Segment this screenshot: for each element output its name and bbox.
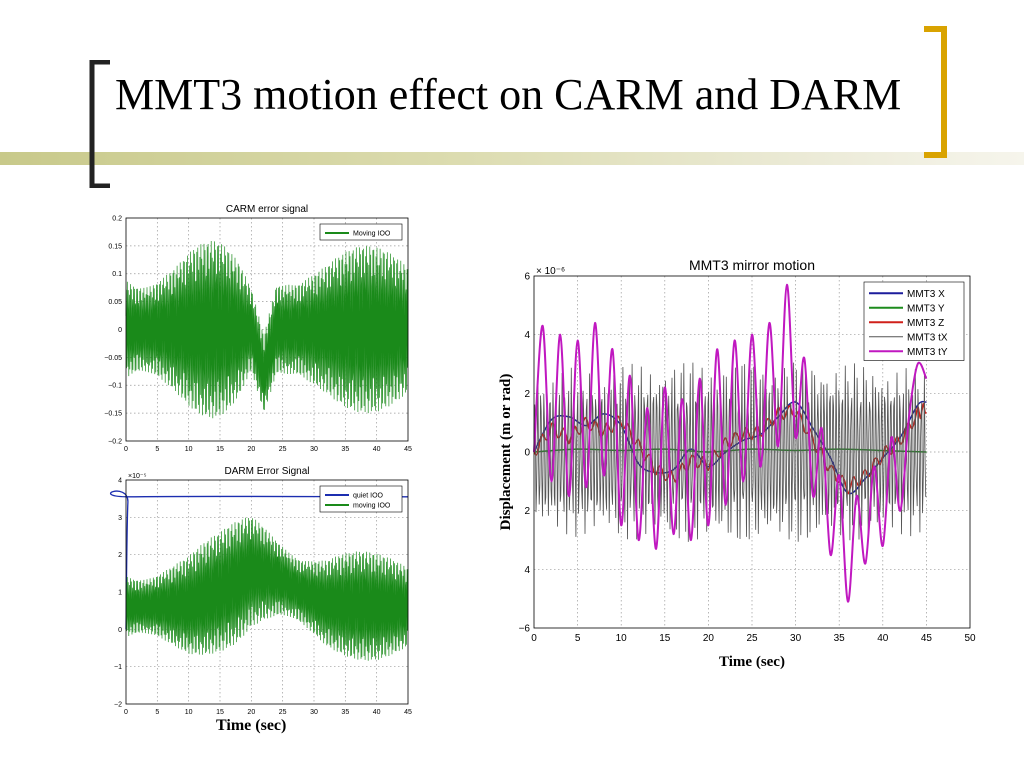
legend: MMT3 X MMT3 Y MMT3 Z MMT3 tX MMT3 tY bbox=[863, 281, 965, 361]
x-tick-label: 0 bbox=[531, 633, 537, 644]
x-tick-label: 10 bbox=[616, 633, 628, 644]
x-tick-label: 15 bbox=[216, 709, 224, 716]
legend-entry: quiet IOO bbox=[353, 492, 384, 499]
y-tick-label: −0.1 bbox=[108, 383, 122, 390]
y-tick-label: 0.1 bbox=[112, 271, 122, 278]
legend-entry: Moving IOO bbox=[353, 230, 391, 237]
x-tick-label: 45 bbox=[921, 633, 933, 644]
x-axis-label: Time (sec) bbox=[719, 654, 785, 670]
x-tick-label: 40 bbox=[877, 633, 889, 644]
y-tick-label: 0 bbox=[118, 627, 122, 634]
x-tick-label: 20 bbox=[247, 709, 255, 716]
x-tick-label: 45 bbox=[404, 709, 412, 716]
legend-entry: moving IOO bbox=[353, 502, 391, 509]
x-tick-label: 30 bbox=[310, 709, 318, 716]
axes-frame bbox=[533, 275, 971, 629]
y-tick-label: 4 bbox=[118, 477, 122, 484]
mmt3-mirror-motion-chart: MMT3 mirror motion 0 5 10 15 20 25 30 35 40 45 50 6 4… bbox=[492, 250, 984, 680]
right-bracket-decoration bbox=[924, 26, 947, 158]
y-tick-label: 1 bbox=[118, 589, 122, 596]
darm-error-chart: DARM Error Signal 0 5 10 15 20 25 30 35 40 45 4 3 2 1 0… bbox=[96, 460, 418, 718]
y-tick-label: −0.15 bbox=[104, 411, 122, 418]
y-tick-label: −1 bbox=[114, 664, 122, 671]
y-tick-label: 2 bbox=[118, 552, 122, 559]
x-tick-label: 35 bbox=[834, 633, 846, 644]
carm-error-chart: CARM error signal 0 5 10 15 20 25 30 35 40 45 0.2 0.… bbox=[96, 198, 418, 460]
x-tick-label: 15 bbox=[216, 446, 224, 453]
y-tick-label: 0 bbox=[118, 327, 122, 334]
x-tick-label: 50 bbox=[964, 633, 976, 644]
series-line bbox=[125, 240, 409, 419]
x-tick-label: 15 bbox=[659, 633, 671, 644]
y-tick-label: 2 bbox=[524, 389, 530, 400]
series-group bbox=[125, 240, 409, 419]
y-tick-label: 2 bbox=[524, 506, 530, 517]
series-group bbox=[109, 490, 409, 661]
legend-entry: MMT3 tX bbox=[907, 332, 948, 343]
x-tick-label: 20 bbox=[247, 446, 255, 453]
legend-entry: MMT3 Y bbox=[907, 303, 945, 314]
series-line bbox=[109, 490, 409, 630]
axes-frame bbox=[125, 217, 409, 442]
x-tick-label: 40 bbox=[373, 446, 381, 453]
x-tick-label: 5 bbox=[155, 446, 159, 453]
y-tick-label: 4 bbox=[524, 330, 530, 341]
x-tick-label: 40 bbox=[373, 709, 381, 716]
y-tick-label: −6 bbox=[519, 624, 531, 635]
slide-title: MMT3 motion effect on CARM and DARM bbox=[115, 70, 902, 119]
x-tick-label: 25 bbox=[279, 709, 287, 716]
y-axis-multiplier: × 10⁻⁶ bbox=[536, 266, 565, 277]
y-tick-label: −0.05 bbox=[104, 355, 122, 362]
x-tick-label: 45 bbox=[404, 446, 412, 453]
x-tick-label: 5 bbox=[575, 633, 581, 644]
legend-entry: MMT3 Z bbox=[907, 318, 944, 329]
x-tick-label: 10 bbox=[185, 709, 193, 716]
y-tick-label: 6 bbox=[524, 272, 530, 283]
y-tick-label: 0.15 bbox=[108, 243, 122, 250]
x-tick-label: 0 bbox=[124, 446, 128, 453]
y-axis-label: Displacement (m or rad) bbox=[498, 374, 514, 531]
legend: Moving IOO bbox=[319, 223, 403, 241]
y-tick-label: 4 bbox=[524, 565, 530, 576]
legend: quiet IOO moving IOO bbox=[319, 485, 403, 513]
legend-box bbox=[319, 223, 403, 241]
y-tick-label: 0.05 bbox=[108, 299, 122, 306]
x-tick-label: 20 bbox=[703, 633, 715, 644]
x-tick-label: 30 bbox=[310, 446, 318, 453]
chart-title: DARM Error Signal bbox=[224, 466, 309, 477]
x-tick-label: 35 bbox=[341, 446, 349, 453]
axes-frame bbox=[125, 479, 409, 705]
chart-title: CARM error signal bbox=[226, 204, 308, 215]
x-tick-label: 25 bbox=[746, 633, 758, 644]
x-tick-label: 5 bbox=[155, 709, 159, 716]
series-group bbox=[533, 283, 928, 603]
y-axis-multiplier: ×10⁻⁵ bbox=[128, 473, 147, 480]
y-tick-label: 0.2 bbox=[112, 215, 122, 222]
bottom-left-time-caption: Time (sec) bbox=[216, 717, 287, 734]
left-bracket-decoration bbox=[89, 60, 110, 188]
legend-entry: MMT3 tY bbox=[907, 347, 948, 358]
y-tick-label: 3 bbox=[118, 515, 122, 522]
chart-title: MMT3 mirror motion bbox=[689, 257, 815, 273]
series-line bbox=[533, 283, 928, 603]
series-line bbox=[125, 517, 409, 661]
x-tick-label: 30 bbox=[790, 633, 802, 644]
x-tick-label: 10 bbox=[185, 446, 193, 453]
x-tick-label: 35 bbox=[341, 709, 349, 716]
title-accent-bar bbox=[0, 152, 1024, 165]
y-tick-label: −0.2 bbox=[108, 438, 122, 445]
legend-box bbox=[319, 485, 403, 513]
x-tick-label: 25 bbox=[279, 446, 287, 453]
x-tick-label: 0 bbox=[124, 709, 128, 716]
y-tick-label: 0 bbox=[524, 448, 530, 459]
legend-entry: MMT3 X bbox=[907, 289, 945, 300]
y-tick-label: −2 bbox=[114, 701, 122, 708]
